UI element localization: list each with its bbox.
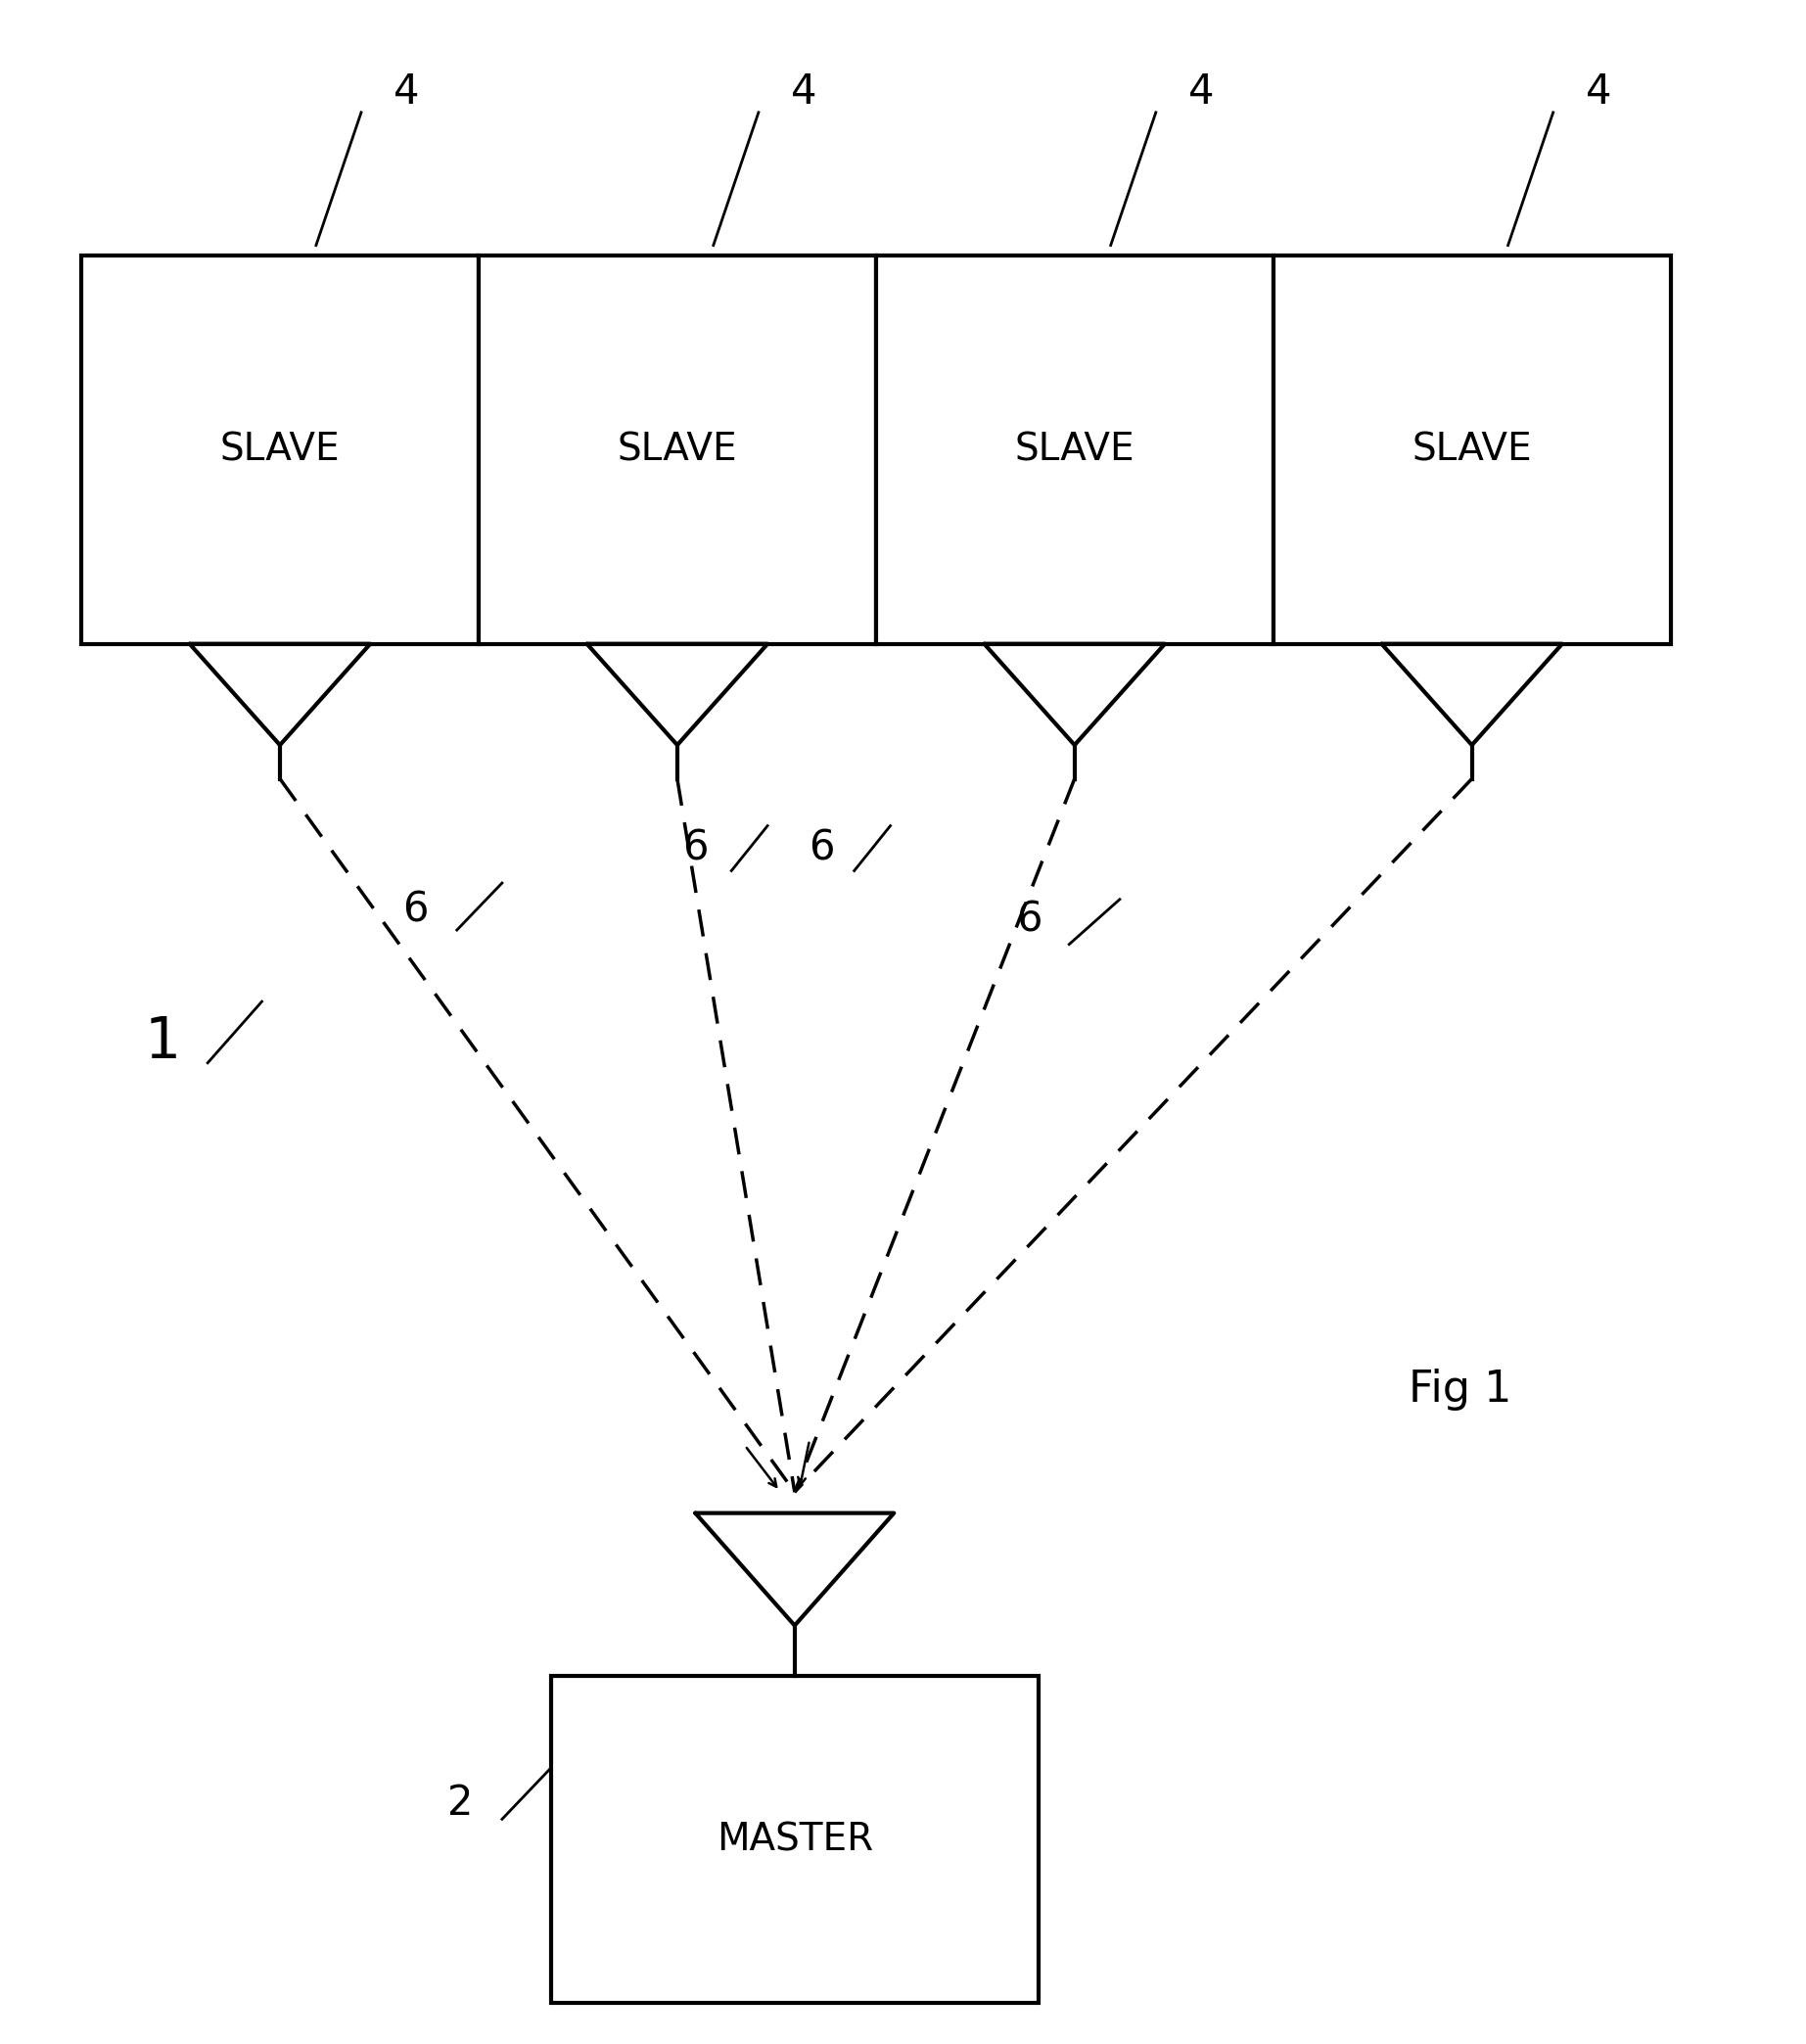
Text: Fig 1: Fig 1 xyxy=(1409,1369,1512,1410)
Text: SLAVE: SLAVE xyxy=(618,431,737,468)
Text: SLAVE: SLAVE xyxy=(1412,431,1531,468)
Text: 2: 2 xyxy=(448,1782,473,1823)
Bar xyxy=(81,256,479,644)
Bar xyxy=(479,256,876,644)
Text: 6: 6 xyxy=(1017,899,1042,940)
Text: 4: 4 xyxy=(791,72,816,112)
Text: 6: 6 xyxy=(809,828,834,869)
Bar xyxy=(876,256,1273,644)
Text: 1: 1 xyxy=(144,1014,181,1071)
Text: MASTER: MASTER xyxy=(717,1821,872,1858)
Text: 6: 6 xyxy=(683,828,708,869)
Bar xyxy=(1273,256,1671,644)
Text: 4: 4 xyxy=(1188,72,1214,112)
Text: 6: 6 xyxy=(403,889,428,930)
Text: SLAVE: SLAVE xyxy=(220,431,340,468)
Text: 4: 4 xyxy=(394,72,419,112)
Text: 4: 4 xyxy=(1586,72,1611,112)
Bar xyxy=(551,1676,1038,2003)
Text: SLAVE: SLAVE xyxy=(1015,431,1134,468)
